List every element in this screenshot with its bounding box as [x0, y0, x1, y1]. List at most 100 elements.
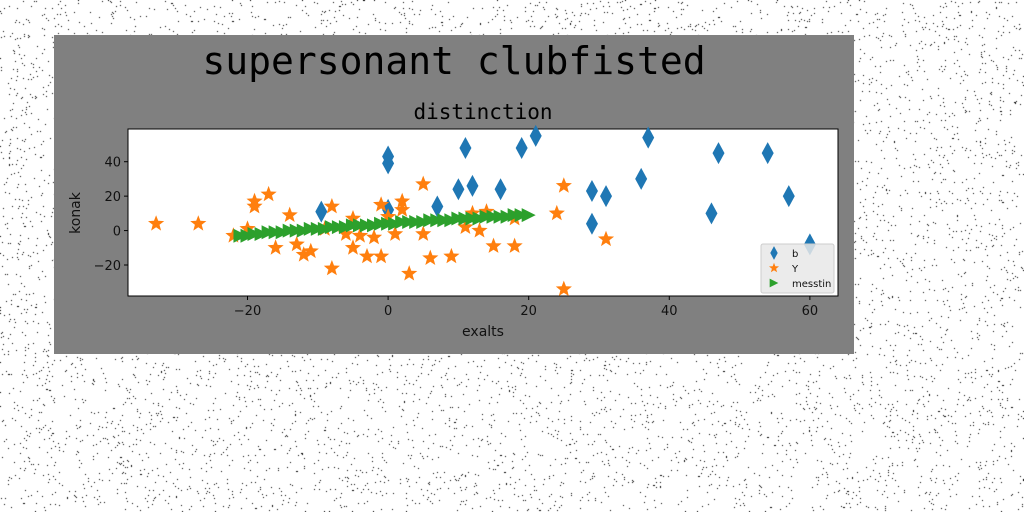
point-b	[635, 167, 648, 190]
point-Y	[485, 237, 502, 253]
point-Y	[387, 225, 404, 241]
point-Y	[373, 196, 390, 212]
point-Y	[323, 198, 340, 214]
series-messtin	[233, 208, 536, 243]
point-Y	[302, 242, 319, 259]
point-Y	[358, 247, 376, 264]
axis-ticks: −20 0 20 40 60 −20 0 20 40	[94, 156, 819, 319]
point-Y	[548, 204, 565, 221]
point-b	[761, 142, 774, 165]
point-b	[712, 142, 725, 165]
point-messtin	[507, 208, 522, 223]
point-messtin	[289, 223, 304, 238]
point-b	[529, 124, 542, 147]
point-messtin	[275, 225, 290, 240]
point-b	[315, 200, 328, 223]
point-Y	[288, 235, 305, 252]
x-tick-label: 0	[384, 304, 392, 319]
point-b	[585, 179, 598, 202]
x-axis-label: exalts	[462, 324, 504, 340]
point-messtin	[402, 214, 417, 229]
point-Y	[366, 229, 383, 245]
point-messtin	[388, 216, 403, 231]
legend-label-b: b	[792, 249, 798, 260]
point-messtin	[317, 221, 332, 236]
point-messtin	[479, 209, 494, 224]
point-Y	[295, 246, 312, 262]
point-messtin	[521, 208, 536, 223]
x-tick-label: 20	[520, 304, 537, 319]
legend-label-Y: Y	[791, 264, 799, 275]
point-Y	[597, 230, 615, 247]
point-messtin	[261, 225, 276, 240]
point-messtin	[458, 211, 473, 226]
legend-label-messtin: messtin	[792, 279, 831, 290]
point-messtin	[233, 228, 248, 243]
y-tick-label: 0	[113, 225, 121, 240]
point-Y	[337, 225, 354, 241]
legend-marker-messtin	[769, 278, 779, 288]
figure-suptitle: supersonant clubfisted	[202, 39, 705, 83]
point-messtin	[430, 213, 445, 228]
point-messtin	[345, 218, 360, 233]
y-tick-label: 20	[104, 190, 121, 205]
point-messtin	[486, 209, 501, 224]
point-Y	[148, 215, 165, 231]
point-b	[459, 136, 472, 159]
point-messtin	[352, 218, 367, 233]
point-Y	[344, 239, 361, 255]
x-tick-label: 40	[661, 304, 678, 319]
point-messtin	[296, 223, 311, 238]
y-tick-label: 40	[104, 156, 121, 171]
point-messtin	[423, 213, 438, 228]
point-messtin	[437, 213, 452, 228]
point-b	[600, 185, 613, 208]
point-messtin	[247, 227, 262, 242]
point-b	[642, 126, 655, 149]
point-messtin	[367, 218, 382, 233]
legend-marker-Y	[769, 262, 779, 273]
legend-marker-b	[770, 246, 778, 260]
point-Y	[323, 260, 340, 276]
point-b	[585, 212, 598, 235]
point-Y	[190, 215, 207, 231]
data-marks	[148, 124, 816, 296]
point-messtin	[514, 208, 529, 223]
point-b	[382, 152, 395, 175]
point-b	[782, 185, 795, 208]
point-Y	[415, 175, 432, 191]
point-Y	[373, 247, 390, 264]
point-messtin	[409, 214, 424, 229]
point-Y	[246, 192, 263, 209]
point-Y	[267, 239, 284, 255]
point-messtin	[268, 225, 283, 240]
point-messtin	[240, 228, 255, 243]
point-Y	[394, 192, 411, 209]
point-Y	[380, 208, 397, 224]
point-Y	[281, 206, 298, 222]
point-messtin	[451, 211, 466, 226]
point-messtin	[472, 211, 487, 226]
point-Y	[351, 227, 369, 243]
point-messtin	[493, 209, 508, 224]
point-Y	[422, 249, 439, 265]
point-Y	[464, 204, 481, 221]
point-Y	[246, 198, 263, 214]
point-messtin	[254, 227, 269, 242]
point-messtin	[282, 223, 297, 238]
point-messtin	[303, 221, 318, 236]
point-b	[705, 202, 718, 225]
point-messtin	[381, 216, 396, 231]
point-Y	[401, 265, 418, 281]
point-Y	[260, 185, 277, 202]
point-messtin	[338, 220, 353, 235]
point-messtin	[324, 220, 339, 235]
point-Y	[394, 201, 411, 217]
point-messtin	[360, 218, 375, 233]
point-Y	[443, 247, 460, 264]
y-axis-label: konak	[68, 191, 84, 234]
point-messtin	[395, 214, 410, 229]
point-Y	[555, 280, 572, 296]
